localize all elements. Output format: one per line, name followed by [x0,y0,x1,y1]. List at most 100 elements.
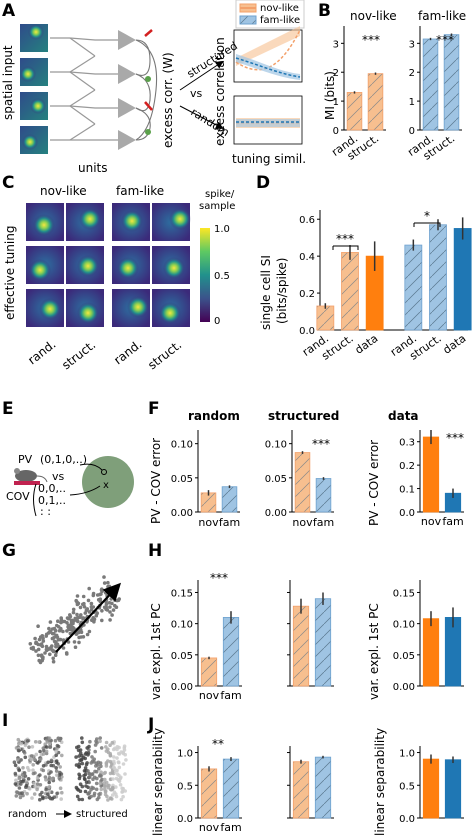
y-tick-label: 0.15 [393,588,415,599]
scatter-point [78,782,83,786]
network-diagram [50,37,118,141]
tuning-field [159,302,181,324]
tuning-field [163,257,185,279]
c-title-nov: nov-like [40,184,87,198]
scatter-point [47,789,52,794]
scatter-point [103,792,108,797]
bar [314,756,332,819]
scatter-point [84,780,89,784]
scatter-point [33,740,38,744]
scatter-point [26,777,31,781]
scatter-point [82,601,86,606]
scatter-point [59,797,63,801]
scatter-point [16,748,21,753]
f-stars-2: *** [312,437,330,451]
x-tick-label: nov [292,516,313,529]
j-stars: ** [212,737,224,751]
y-tick-label: 0.10 [393,620,415,631]
scatter-point [39,643,43,647]
scatter-point [115,772,120,776]
bar [429,224,447,331]
scatter-point [13,771,18,776]
scatter-point [77,762,82,766]
scatter-point [90,759,95,763]
scatter-point [104,605,108,609]
tuning-field [127,296,149,318]
scatter-point [33,636,37,641]
scatter-point [112,759,116,764]
scatter-point [117,597,121,601]
cbar-label-2: sample [199,201,235,212]
f-stars-3: *** [446,431,464,445]
bar [315,478,332,513]
h-ylabel-1: var. expl. 1st PC [149,603,163,700]
scatter-point [74,598,78,603]
y-tick-label: 0.00 [265,508,287,519]
c-xtick-2: struct. [59,338,98,373]
scatter-point [50,636,55,641]
scatter-point [92,617,97,622]
scatter-point [115,745,120,749]
scatter-point [34,752,39,757]
x-tick-label: nov [199,689,220,702]
scatter-point [51,659,56,664]
scatter-point [108,610,112,614]
scatter-point [29,757,33,762]
scatter-point [78,605,83,610]
scatter-point [100,589,104,593]
scatter-point [39,653,44,657]
scatter-point [25,791,29,796]
b-ylabel: MI (bits) [323,71,337,120]
scatter-point [89,607,94,612]
scatter-point [54,773,59,777]
scatter-point [75,594,80,598]
scatter-point [30,745,35,749]
scatter-point [95,776,99,781]
scatter-point [21,779,25,784]
scatter-point [75,794,80,799]
scatter-point [36,647,41,652]
scatter-point [121,762,126,766]
bar [422,38,439,131]
scatter-point [60,753,64,758]
scatter-point [44,777,48,782]
scatter-point [106,580,110,585]
scatter-point [61,638,66,642]
bar [422,758,440,819]
scatter-point [113,603,117,608]
scatter-point [15,790,20,794]
line-chart-structured [233,26,303,83]
d-sig-bracket-1 [332,245,359,250]
b-stars-nov: *** [362,33,380,47]
scatter-point [17,776,22,781]
scatter-point [54,753,58,757]
scatter-point [54,759,59,763]
scatter-point [122,746,127,750]
bar [200,768,218,819]
scatter-point [55,791,59,796]
bar [222,617,240,687]
scatter-point [41,636,45,641]
scatter-point [71,610,76,615]
y-tick-label: 0.05 [265,474,287,485]
scatter-point [93,749,97,754]
scatter-point [89,787,93,792]
scatter-point [41,764,46,768]
j-ylabel-3: linear separability [373,728,387,836]
y-tick-label: 0.5 [177,781,193,792]
scatter-point [85,746,89,750]
bar [294,452,311,513]
x-tick-label: fam [442,515,463,528]
scatter-point [104,602,109,607]
bar [341,252,359,331]
scatter-point [15,758,20,762]
vs-label: vs [190,87,203,100]
scatter-point [35,776,40,780]
scatter-point [112,755,116,759]
scatter-point [123,789,127,793]
scatter-point [107,584,112,589]
pv-label: PV [18,453,33,466]
panel-label-e: E [2,399,14,419]
y-tick-label: 0.10 [171,440,193,451]
scatter-point [86,785,90,790]
